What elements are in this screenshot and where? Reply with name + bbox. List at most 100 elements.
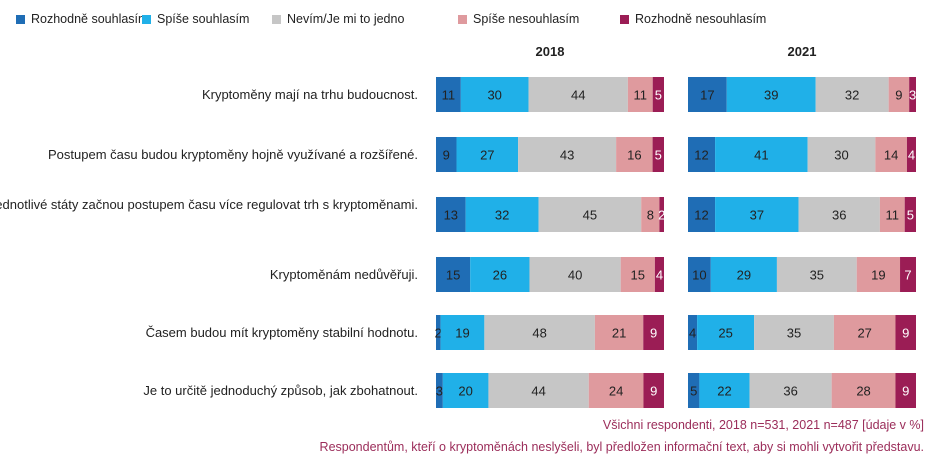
data-label: 4 [908,148,915,163]
question-label: Postupem času budou kryptoměny hojně vyu… [48,147,418,162]
bar-segment [465,197,539,232]
bar-segment [688,315,698,350]
bar-segment [652,77,664,112]
bar-segment [641,197,660,232]
data-label: 5 [690,384,697,399]
bar-segment [688,77,727,112]
data-label: 9 [902,326,909,341]
data-label: 11 [442,88,456,103]
bar-segment [652,137,664,172]
question-label: Kryptoměnám nedůvěřuji. [269,267,418,282]
note-info-text: Respondentům, kteří o kryptoměnách nesly… [319,440,924,454]
data-label: 27 [857,326,871,341]
data-label: 5 [655,88,662,103]
legend-swatch [16,14,25,24]
bar-segment [904,197,916,232]
bar-segment [460,77,529,112]
data-label: 24 [609,384,623,399]
data-label: 13 [444,208,458,223]
data-label: 35 [787,326,801,341]
data-label: 14 [884,148,898,163]
data-label: 32 [495,208,509,223]
data-label: 40 [568,268,582,283]
question-label: Kryptoměny mají na trhu budoucnost. [201,87,418,102]
data-label: 32 [845,88,859,103]
legend-swatch [620,14,629,24]
bar-segment [688,373,700,408]
bar-segment [688,197,716,232]
bar-segment [798,197,880,232]
bar-segment [754,315,834,350]
legend-item: Spíše souhlasím [142,12,249,26]
legend-label: Spíše nesouhlasím [473,12,580,26]
data-label: 27 [480,148,494,163]
data-label: 9 [650,384,657,399]
bar-segment [436,257,471,292]
bar-segment [654,257,664,292]
legend-label: Nevím/Je mi to jedno [287,12,405,26]
bar-segment [643,315,664,350]
data-label: 2 [435,326,442,341]
data-label: 3 [436,384,443,399]
bar-segment [815,77,889,112]
bar-segment [710,257,777,292]
data-label: 12 [694,148,708,163]
question-label: Jednotlivé státy začnou postupem času ví… [0,197,418,212]
bar-segment [529,257,621,292]
data-label: 39 [764,88,778,103]
data-label: 44 [571,88,585,103]
data-label: 2 [658,208,665,223]
bar-segment [715,137,808,172]
legend-label: Rozhodně nesouhlasím [635,12,767,26]
bar-segment [699,373,750,408]
data-label: 9 [895,88,902,103]
legend-swatch [458,14,467,24]
bar-segment [538,197,642,232]
year-title: 2021 [787,44,817,59]
bar-segment [456,137,519,172]
year-title: 2018 [535,44,565,59]
bar-segment [895,373,916,408]
bar-segment [643,373,664,408]
legend-item: Rozhodně souhlasím [16,12,148,26]
legend-item: Spíše nesouhlasím [458,12,579,26]
bar-segment [488,373,589,408]
data-label: 22 [717,384,731,399]
data-label: 36 [783,384,797,399]
bar-segment [776,257,857,292]
bar-segment [588,373,644,408]
legend-label: Rozhodně souhlasím [31,12,149,26]
data-label: 19 [455,326,469,341]
bar-segment [518,137,617,172]
bar-segment [879,197,905,232]
bar-segment [659,197,664,232]
data-label: 37 [750,208,764,223]
question-label: Časem budou mít kryptoměny stabilní hodn… [145,325,418,340]
bar-segment [528,77,628,112]
legend-item: Nevím/Je mi to jedno [272,12,404,26]
data-label: 45 [583,208,597,223]
bar-segment [831,373,896,408]
data-label: 41 [754,148,768,163]
data-label: 17 [700,88,714,103]
bar-segment [833,315,896,350]
data-label: 7 [904,268,911,283]
data-label: 25 [718,326,732,341]
data-label: 44 [531,384,545,399]
note-respondents: Všichni respondenti, 2018 n=531, 2021 n=… [602,418,924,432]
bar-segment [715,197,799,232]
data-label: 30 [834,148,848,163]
legend-item: Rozhodně nesouhlasím [620,12,766,26]
bar-segment [749,373,832,408]
bar-segment [909,77,916,112]
data-label: 15 [446,268,460,283]
data-label: 43 [560,148,574,163]
bar-segment [436,197,466,232]
bar-segment [484,315,595,350]
question-label: Je to určitě jednoduchý způsob, jak zboh… [143,383,418,398]
bar-segment [807,137,876,172]
data-label: 9 [902,384,909,399]
bar-segment [436,137,457,172]
data-label: 10 [692,268,706,283]
